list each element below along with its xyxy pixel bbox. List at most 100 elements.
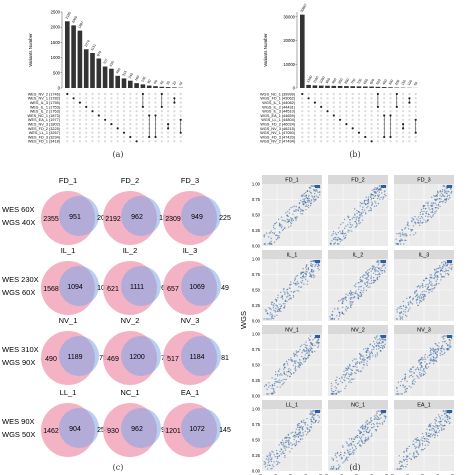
- matrix-dot: [104, 140, 107, 143]
- venn-row-label: WGS 60X: [2, 288, 35, 297]
- scatter-point: [295, 351, 298, 354]
- scatter-point: [278, 379, 281, 381]
- scatter-point: [363, 361, 365, 363]
- bar: [134, 83, 139, 88]
- scatter-point: [431, 359, 433, 361]
- scatter-point: [385, 194, 387, 197]
- scatter-point: [317, 414, 319, 417]
- scatter-point: [430, 216, 433, 219]
- matrix-dot: [313, 97, 316, 100]
- scatter-point: [408, 457, 411, 459]
- scatter-point: [263, 236, 266, 238]
- scatter-point: [362, 211, 364, 213]
- y-tick-label: 0.75: [252, 197, 261, 202]
- scatter-point: [424, 354, 426, 356]
- scatter-point: [401, 316, 404, 318]
- scatter-point: [424, 372, 427, 374]
- matrix-dot: [345, 110, 348, 113]
- scatter-point: [428, 442, 430, 444]
- matrix-dot: [383, 97, 386, 100]
- scatter-point: [307, 267, 310, 269]
- matrix-dot: [122, 118, 126, 121]
- scatter-point: [411, 217, 413, 219]
- scatter-point: [369, 286, 371, 288]
- matrix-dot: [97, 118, 100, 121]
- scatter-point: [356, 216, 358, 218]
- scatter-point: [278, 381, 280, 384]
- bar-label: 1300: [306, 75, 313, 84]
- bar: [312, 85, 318, 88]
- scatter-point: [336, 452, 339, 455]
- scatter-point: [357, 288, 360, 290]
- matrix-dot: [154, 105, 157, 108]
- scatter-point: [332, 466, 335, 469]
- scatter-point: [288, 218, 290, 221]
- scatter-point: [363, 209, 366, 211]
- scatter-point: [342, 446, 344, 448]
- matrix-dot: [351, 114, 354, 117]
- scatter-point: [336, 243, 339, 245]
- scatter-point: [271, 243, 273, 245]
- scatter-point: [445, 412, 447, 414]
- matrix-dot: [91, 97, 94, 100]
- scatter-point: [306, 190, 309, 192]
- scatter-point: [359, 432, 361, 434]
- matrix-dot: [357, 92, 361, 96]
- scatter-point: [376, 335, 378, 337]
- matrix-dot: [66, 92, 69, 96]
- scatter-point: [271, 392, 274, 394]
- venn-title: FD_1: [59, 176, 77, 185]
- matrix-dot: [320, 131, 323, 134]
- scatter-point: [263, 385, 266, 388]
- matrix-dot: [351, 118, 354, 121]
- scatter-point: [331, 240, 333, 242]
- scatter-point: [283, 372, 285, 374]
- scatter-point: [309, 348, 312, 351]
- scatter-point: [360, 289, 362, 292]
- scatter-point: [301, 194, 303, 197]
- set-label: WGS_NV_1 (47050): [260, 131, 296, 135]
- scatter-point: [442, 418, 444, 420]
- scatter-point: [308, 186, 311, 189]
- matrix-dot: [320, 110, 323, 113]
- scatter-point: [422, 370, 424, 372]
- scatter-point: [400, 393, 402, 395]
- scatter-point: [284, 299, 287, 302]
- scatter-point: [448, 416, 451, 418]
- scatter-point: [280, 443, 283, 445]
- matrix-dot: [414, 101, 417, 104]
- matrix-dot: [370, 131, 373, 134]
- matrix-dot: [370, 140, 373, 143]
- scatter-point: [340, 223, 342, 226]
- scatter-point: [348, 377, 350, 380]
- scatter-point: [352, 216, 354, 218]
- matrix-dot: [122, 97, 126, 100]
- matrix-dot: [66, 140, 69, 143]
- scatter-point: [439, 205, 441, 208]
- scatter-point: [309, 273, 311, 275]
- matrix-dot: [402, 114, 405, 117]
- matrix-dot: [78, 135, 81, 139]
- bar-label: 700: [356, 78, 362, 85]
- scatter-point: [376, 352, 378, 354]
- scatter-point: [348, 445, 350, 447]
- scatter-point: [301, 279, 304, 282]
- scatter-point: [294, 367, 297, 369]
- scatter-point: [415, 290, 417, 292]
- scatter-cluster: [381, 185, 386, 188]
- scatter-point: [331, 310, 334, 313]
- matrix-dot: [402, 135, 405, 139]
- scatter-point: [416, 218, 418, 220]
- scatter-point: [367, 286, 369, 288]
- scatter-point: [302, 204, 305, 206]
- scatter-point: [270, 230, 272, 232]
- scatter-point: [409, 300, 411, 302]
- scatter-point: [402, 455, 405, 458]
- scatter-point: [317, 267, 319, 269]
- scatter-point: [337, 232, 339, 234]
- scatter-point: [349, 290, 352, 292]
- scatter-point: [415, 299, 418, 302]
- scatter-point: [331, 457, 333, 459]
- scatter-point: [266, 388, 268, 391]
- scatter-point: [425, 433, 428, 436]
